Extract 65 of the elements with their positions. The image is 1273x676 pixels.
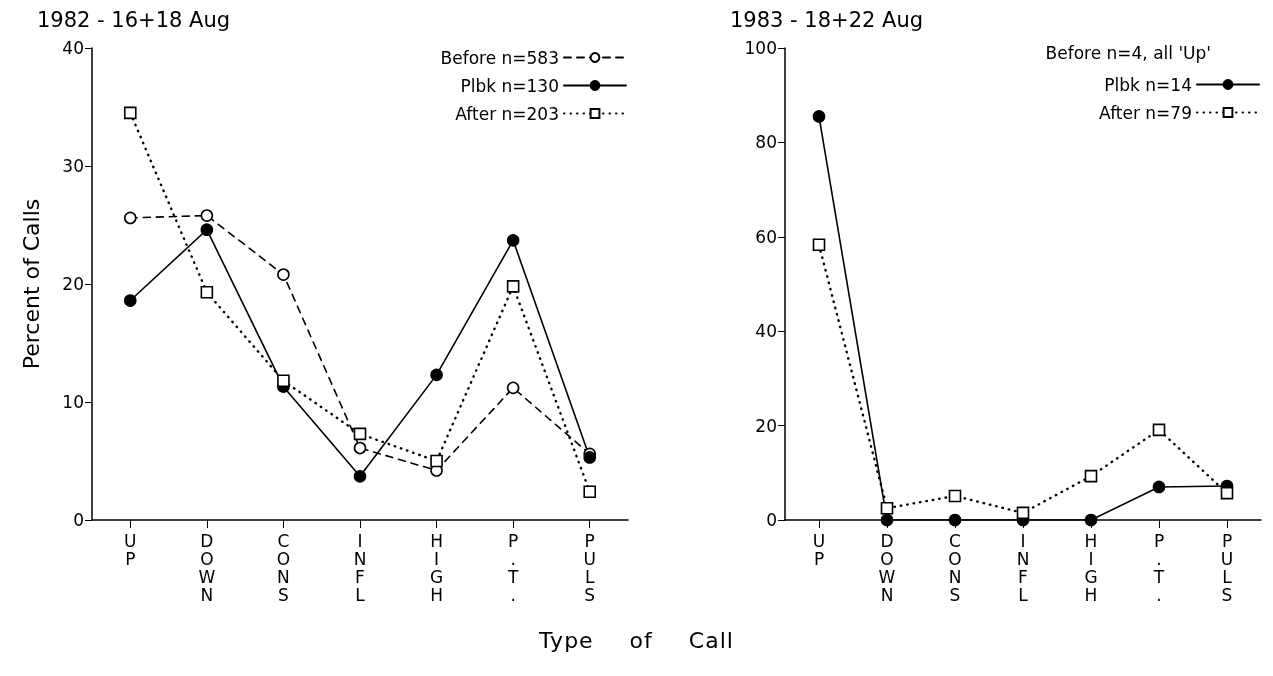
point <box>353 427 367 441</box>
point <box>1084 469 1098 483</box>
point <box>124 294 137 307</box>
x-tick-label: HIGH <box>1084 531 1098 605</box>
point <box>1016 506 1030 520</box>
y-tick-label: 30 <box>62 156 84 176</box>
annotation: Before n=4, all 'Up' <box>1045 42 1212 63</box>
x-tick-label: P.T. <box>1152 531 1165 605</box>
y-tick-label: 10 <box>62 392 84 412</box>
chart-title: 1983 - 18+22 Aug <box>730 7 924 32</box>
y-tick-label: 40 <box>62 38 84 58</box>
point <box>812 110 826 123</box>
x-tick-label: INFL <box>353 531 367 605</box>
x-tick-label: UP <box>812 531 826 569</box>
point <box>583 485 597 498</box>
point <box>880 501 894 515</box>
x-tick-label: CONS <box>276 531 291 605</box>
x-tick-label: P.T. <box>506 531 519 605</box>
point <box>123 106 137 120</box>
x-tick-label: CONS <box>948 531 962 605</box>
point <box>880 513 894 527</box>
y-tick-label: 0 <box>73 510 84 530</box>
x-tick-label: UP <box>124 531 137 569</box>
point <box>353 470 367 483</box>
legend-label: Before n=583 <box>440 47 559 68</box>
legend-label: Plbk n=14 <box>1104 74 1192 95</box>
x-tick-label: DOWN <box>198 531 216 605</box>
point <box>1152 423 1166 437</box>
point <box>1084 513 1098 527</box>
y-tick-label: 60 <box>755 226 777 247</box>
y-tick-label: 100 <box>744 38 777 58</box>
point <box>200 285 214 299</box>
point <box>277 268 290 281</box>
point <box>1152 480 1166 494</box>
x-axis-title: Type of Call <box>538 628 735 653</box>
y-tick-label: 20 <box>62 274 84 294</box>
legend-label: Plbk n=130 <box>460 75 559 96</box>
y-tick-label: 0 <box>766 510 777 530</box>
point <box>506 280 520 293</box>
point <box>124 211 137 225</box>
y-tick-label: 40 <box>755 321 777 342</box>
legend-label: After n=203 <box>455 103 559 124</box>
point <box>506 381 520 395</box>
y-tick-label: 20 <box>755 415 777 436</box>
x-tick-label: PULS <box>583 531 596 605</box>
point <box>430 368 443 382</box>
point <box>812 238 826 252</box>
point <box>430 454 443 468</box>
point <box>506 234 520 247</box>
y-tick-label: 80 <box>755 132 777 153</box>
y-axis-title: Percent of Calls <box>18 198 44 370</box>
point <box>200 223 214 237</box>
point <box>353 441 367 455</box>
x-tick-label: DOWN <box>878 531 896 605</box>
x-tick-label: HIGH <box>429 531 444 605</box>
chart-title: 1982 - 16+18 Aug <box>37 7 231 32</box>
point <box>948 489 962 503</box>
x-tick-label: INFL <box>1016 531 1030 605</box>
point <box>948 513 962 527</box>
point <box>583 451 597 464</box>
legend-label: After n=79 <box>1099 102 1192 123</box>
x-tick-label: PULS <box>1220 531 1234 605</box>
point <box>1220 486 1234 500</box>
point <box>200 209 214 222</box>
point <box>277 374 290 388</box>
